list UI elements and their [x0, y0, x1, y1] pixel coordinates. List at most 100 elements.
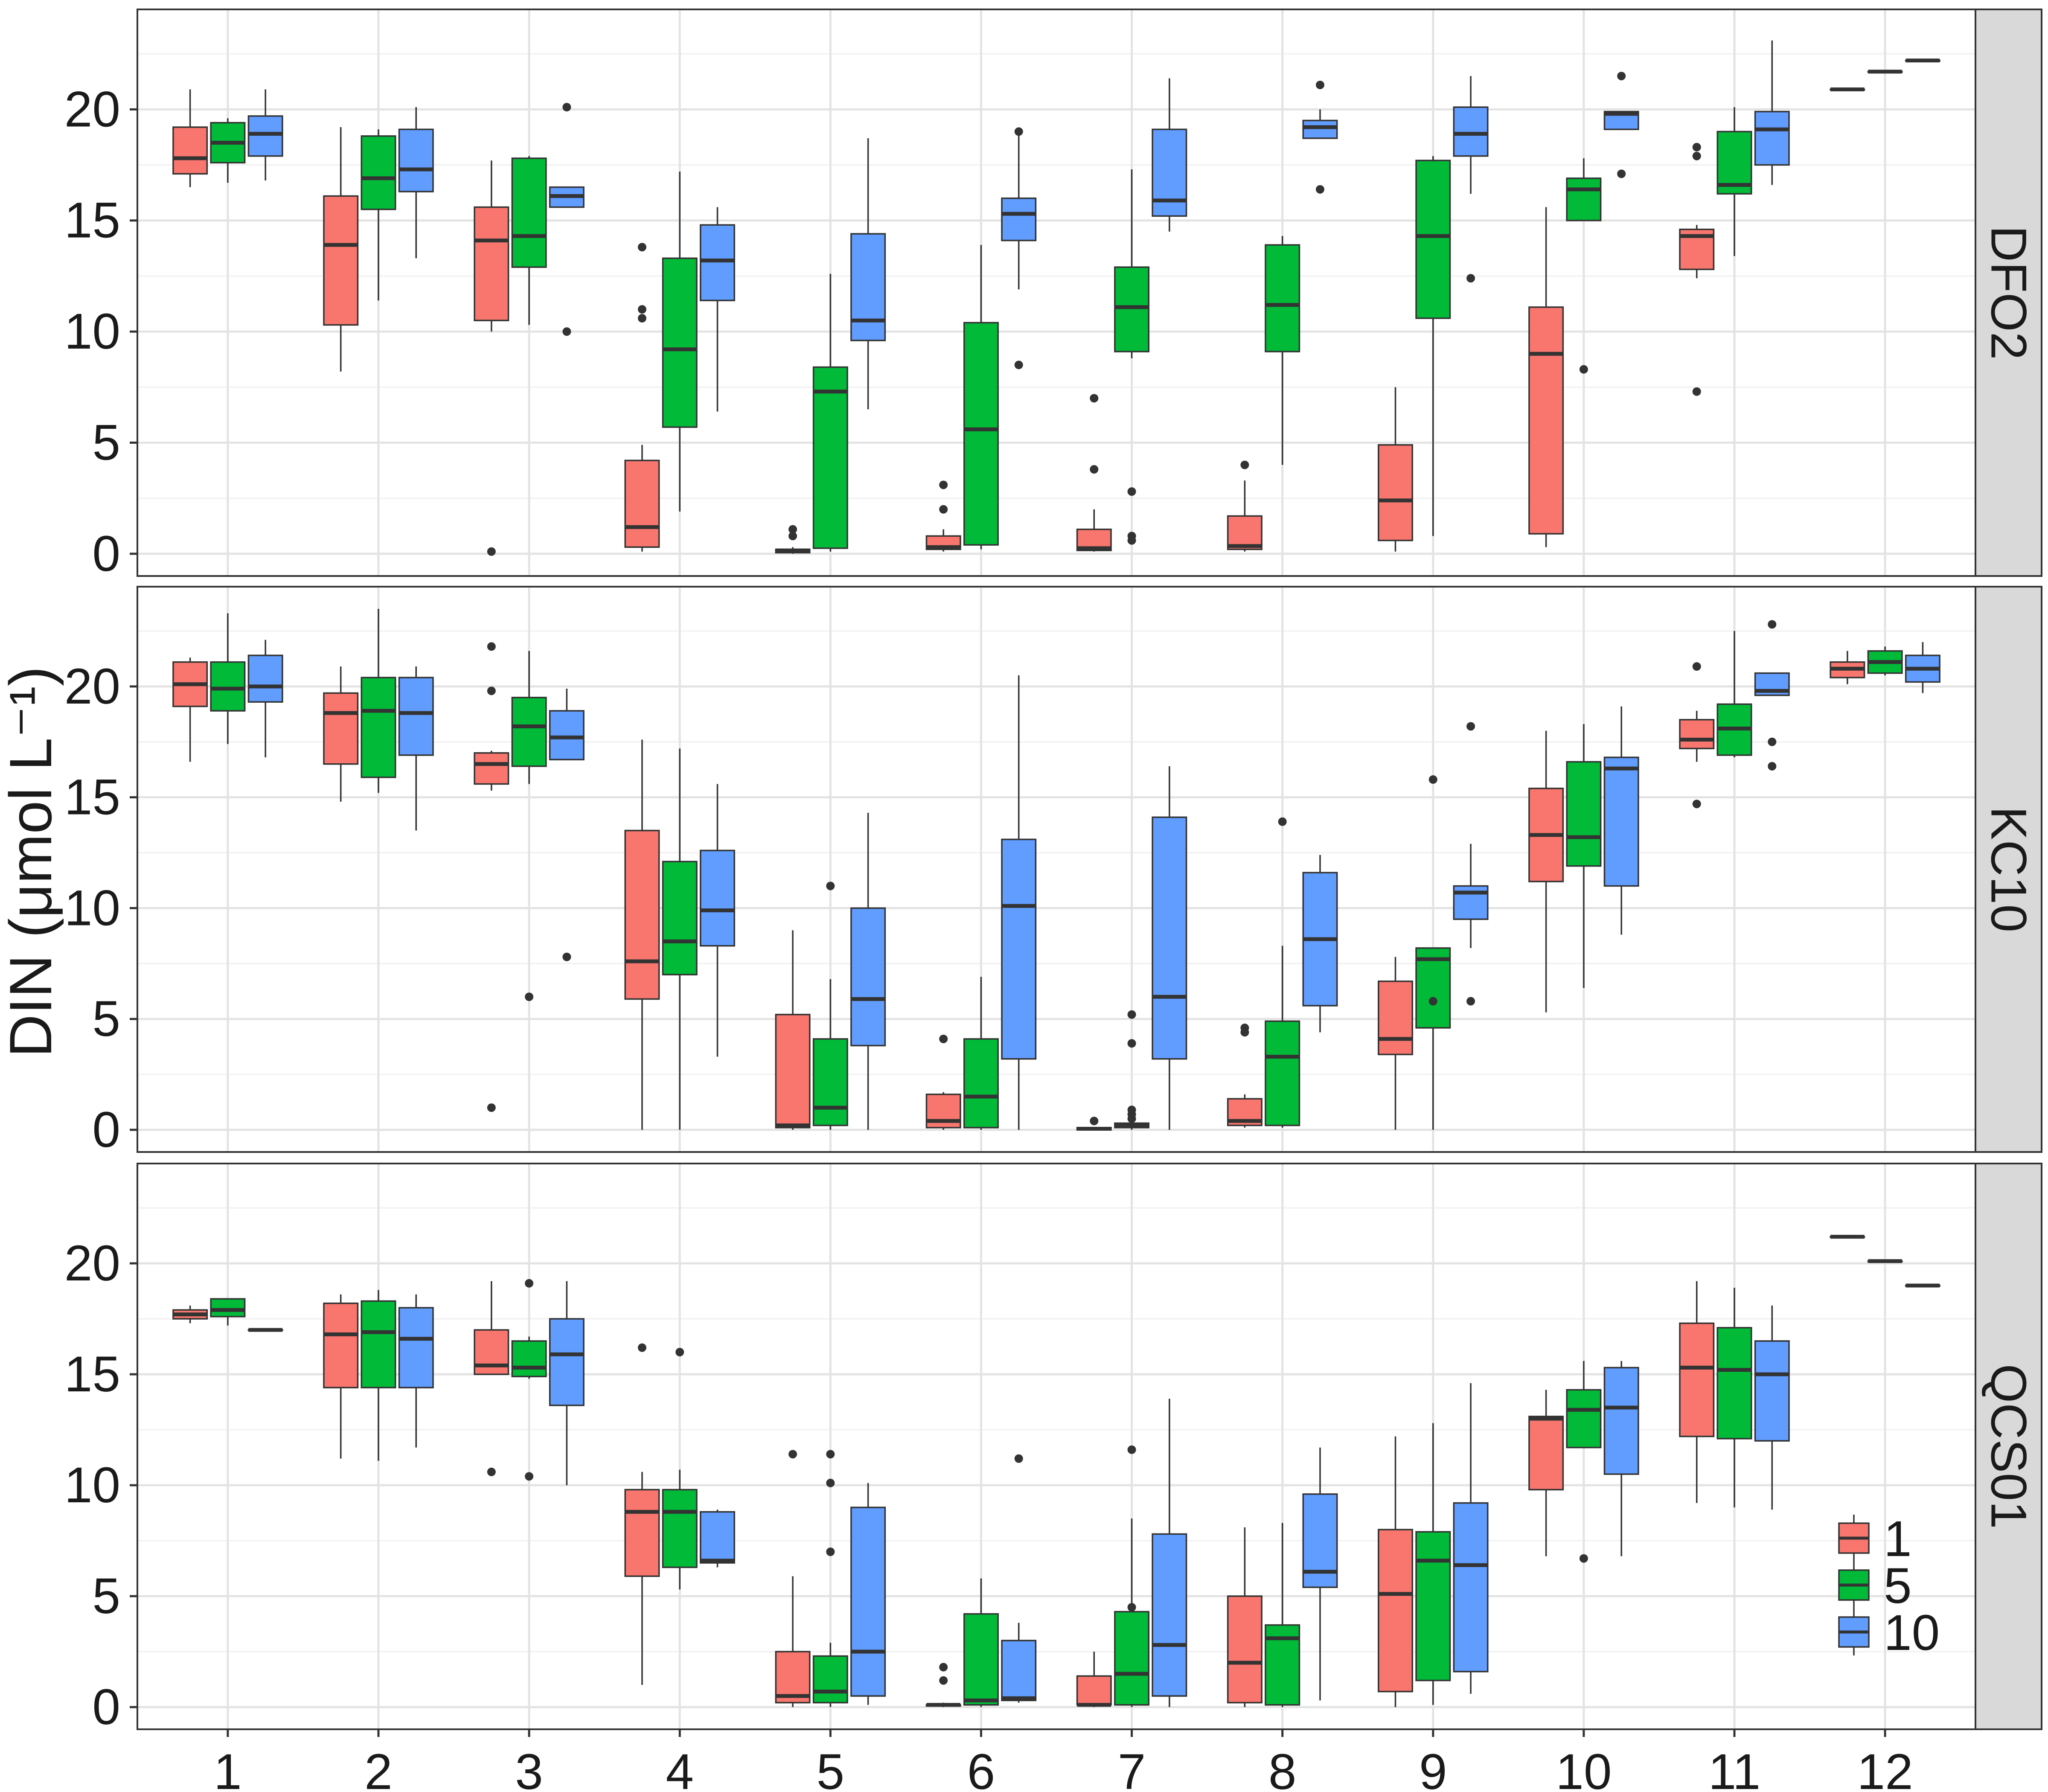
y-tick-label: 5 — [92, 991, 120, 1047]
box-iqr — [1076, 1675, 1112, 1706]
box-kc10-month-2-series-1 — [323, 666, 359, 802]
outlier-point — [939, 1035, 948, 1043]
panel-background — [137, 1164, 1975, 1729]
outlier-point — [1090, 1117, 1099, 1126]
box-iqr — [1716, 1327, 1752, 1440]
box-iqr — [1679, 719, 1715, 750]
box-dfo2-month-8-series-5 — [1265, 236, 1300, 465]
box-iqr — [361, 677, 396, 778]
box-dfo2-month-3-series-1 — [474, 160, 509, 556]
y-tick-label: 20 — [64, 81, 120, 137]
outlier-point — [562, 327, 571, 336]
box-qcs01-month-2-series-10 — [398, 1294, 434, 1448]
box-qcs01-month-7-series-5 — [1114, 1445, 1150, 1707]
box-qcs01-month-6-series-10 — [1001, 1454, 1037, 1703]
box-qcs01-month-9-series-1 — [1378, 1436, 1413, 1707]
box-qcs01-month-4-series-5 — [662, 1348, 698, 1590]
box-qcs01-month-8-series-10 — [1302, 1447, 1338, 1701]
outlier-point — [1617, 169, 1626, 178]
box-kc10-month-7-series-5 — [1114, 1010, 1150, 1130]
outlier-point — [637, 305, 646, 314]
box-dfo2-month-11-series-10 — [1754, 40, 1790, 185]
box-kc10-month-12-series-1 — [1830, 651, 1865, 684]
x-tick-label: 4 — [666, 1744, 694, 1792]
box-iqr — [1603, 1367, 1639, 1475]
legend-item-10: 10 — [1838, 1605, 1940, 1661]
box-iqr — [850, 1507, 886, 1697]
outlier-point — [1127, 1445, 1136, 1454]
box-iqr — [1227, 1595, 1263, 1704]
box-iqr — [1114, 1611, 1150, 1706]
box-qcs01-month-10-series-1 — [1528, 1390, 1564, 1556]
outlier-point — [1692, 143, 1701, 151]
outlier-point — [637, 243, 646, 252]
y-tick-label: 20 — [64, 1235, 120, 1292]
outlier-point — [826, 881, 835, 890]
box-dfo2-month-3-series-5 — [511, 156, 547, 325]
box-dfo2-month-12-series-1 — [1830, 87, 1865, 91]
box-qcs01-month-2-series-5 — [361, 1290, 396, 1461]
outlier-point — [487, 642, 496, 651]
box-iqr — [1152, 1533, 1187, 1697]
box-iqr — [1227, 515, 1263, 550]
box-kc10-month-3-series-1 — [474, 642, 509, 1112]
box-dfo2-month-2-series-10 — [398, 107, 434, 259]
box-dfo2-month-8-series-10 — [1302, 81, 1338, 194]
box-iqr — [511, 1340, 547, 1377]
box-qcs01-month-5-series-5 — [812, 1450, 848, 1707]
box-iqr — [1453, 1502, 1489, 1673]
box-iqr — [624, 460, 660, 548]
box-kc10-month-11-series-10 — [1754, 620, 1790, 771]
box-qcs01-month-6-series-5 — [963, 1578, 999, 1707]
box-iqr — [1679, 1322, 1715, 1437]
x-tick-label: 8 — [1268, 1744, 1297, 1792]
box-iqr — [549, 710, 585, 761]
outlier-point — [637, 1343, 646, 1352]
outlier-point — [1127, 1039, 1136, 1048]
box-dfo2-month-1-series-1 — [172, 89, 208, 187]
legend-label: 1 — [1884, 1511, 1912, 1567]
box-iqr — [700, 1511, 735, 1564]
box-kc10-month-3-series-10 — [549, 689, 585, 961]
box-dfo2-month-3-series-10 — [549, 103, 585, 336]
box-iqr — [398, 677, 434, 756]
box-iqr — [1415, 1531, 1451, 1681]
outlier-point — [1014, 1454, 1023, 1463]
box-iqr — [662, 861, 698, 976]
box-dfo2-month-5-series-1 — [775, 525, 811, 554]
box-dfo2-month-5-series-5 — [812, 273, 848, 552]
box-kc10-month-1-series-10 — [247, 640, 283, 758]
box-iqr — [210, 1298, 246, 1318]
outlier-point — [487, 1467, 496, 1476]
outlier-point — [675, 1348, 684, 1356]
y-tick-label: 5 — [92, 415, 120, 471]
outlier-point — [939, 1663, 948, 1672]
outlier-point — [826, 1450, 835, 1459]
outlier-point — [1428, 775, 1437, 784]
box-iqr — [1415, 947, 1451, 1029]
box-kc10-month-6-series-1 — [925, 1035, 961, 1130]
box-iqr — [247, 655, 283, 703]
box-iqr — [172, 126, 208, 175]
facet-strip-label: DFO2 — [1981, 226, 2037, 360]
box-iqr — [361, 135, 396, 210]
outlier-point — [826, 1548, 835, 1556]
box-iqr — [1415, 160, 1451, 319]
box-iqr — [850, 907, 886, 1047]
box-dfo2-month-10-series-10 — [1603, 72, 1639, 178]
box-iqr — [398, 1307, 434, 1388]
outlier-point — [1617, 72, 1626, 81]
box-iqr — [812, 1655, 848, 1704]
box-dfo2-month-6-series-1 — [925, 480, 961, 552]
y-tick-label: 10 — [64, 1457, 120, 1513]
box-iqr — [1754, 1340, 1790, 1442]
box-qcs01-month-7-series-1 — [1076, 1652, 1112, 1707]
box-iqr — [361, 1300, 396, 1388]
box-dfo2-month-9-series-10 — [1453, 76, 1489, 283]
outlier-point — [1466, 997, 1475, 1006]
box-iqr — [1528, 306, 1564, 535]
box-kc10-month-7-series-10 — [1152, 766, 1187, 1130]
x-axis: 1 2 3 4 5 6 7 8 9 10 11 12 — [214, 1729, 1913, 1792]
box-qcs01-month-4-series-1 — [624, 1343, 660, 1685]
box-iqr — [511, 697, 547, 767]
